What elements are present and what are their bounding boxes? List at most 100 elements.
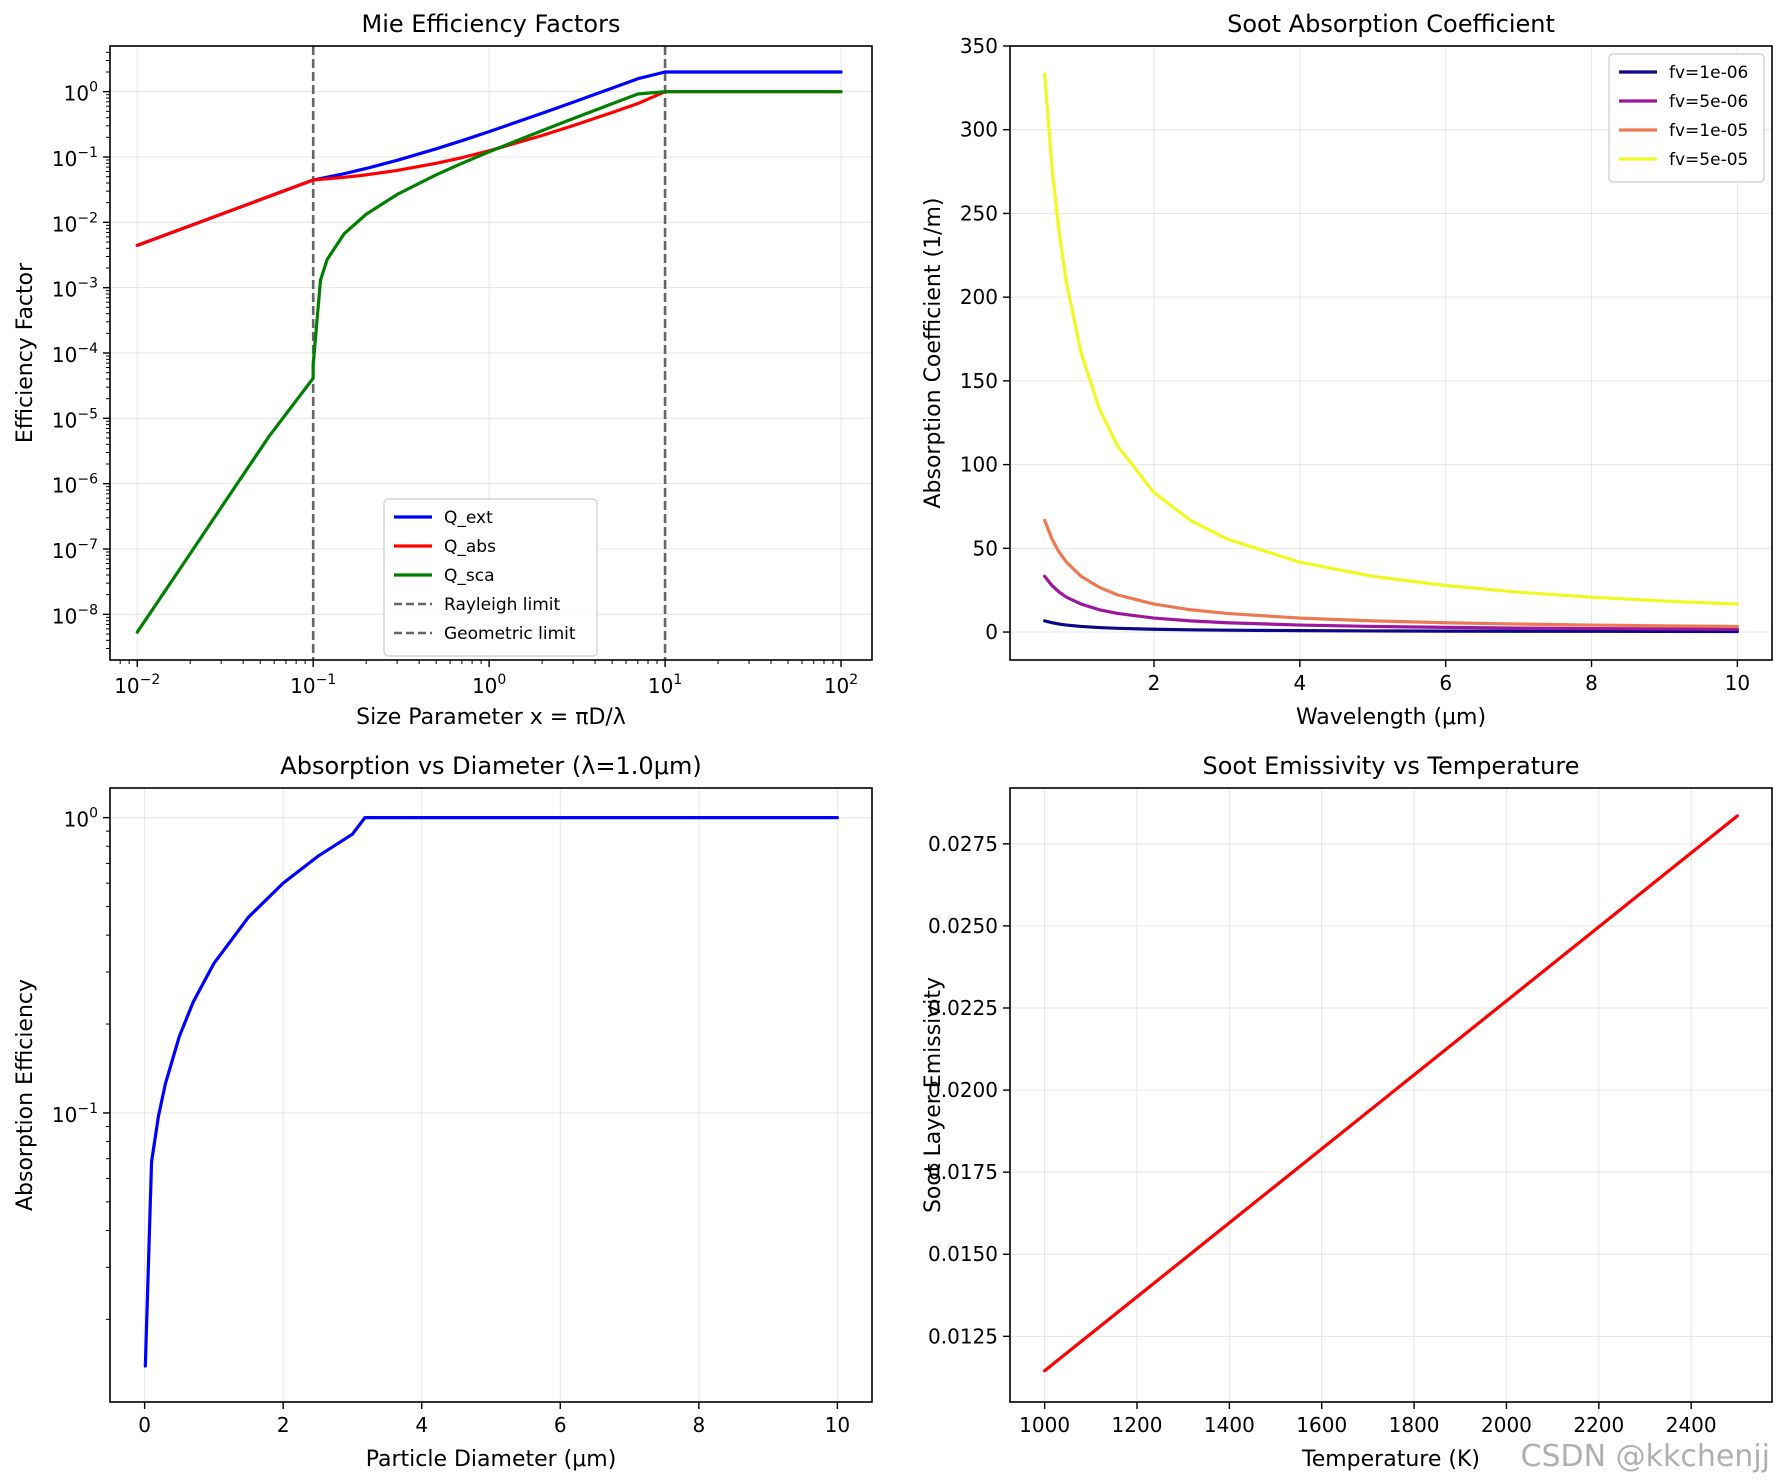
- tick-label-x: 2000: [1481, 1413, 1532, 1437]
- chart-title: Absorption vs Diameter (λ=1.0μm): [280, 752, 701, 780]
- tick-label-y: 0.0125: [928, 1324, 998, 1348]
- tick-label-x: 0: [138, 1413, 151, 1437]
- tick-label-y: 350: [960, 34, 998, 58]
- tick-label-x: 10−1: [290, 672, 336, 698]
- series-group: [1043, 814, 1739, 1373]
- tick-label-y: 0.0150: [928, 1242, 998, 1266]
- tick-label-y: 0.0275: [928, 832, 998, 856]
- tick-label-x: 10−2: [114, 672, 160, 698]
- tick-label-y-exp: −6: [77, 472, 98, 488]
- tick-label-x: 2400: [1666, 1413, 1717, 1437]
- tick-label-y-exp: −2: [77, 210, 98, 226]
- tick-label-x-base: 10: [472, 674, 497, 698]
- tick-label-x-base: 10: [648, 674, 673, 698]
- tick-label-y-exp: −8: [77, 602, 98, 618]
- x-axis-label: Wavelength (μm): [1296, 705, 1486, 730]
- tick-label-x: 6: [1439, 671, 1452, 695]
- x-axis-label: Size Parameter x = πD/λ: [356, 705, 626, 730]
- series-group: [135, 70, 843, 634]
- tick-label-x-exp: −1: [316, 672, 337, 688]
- tick-label-x-base: 10: [290, 674, 315, 698]
- y-axis-label: Absorption Efficiency: [13, 979, 38, 1211]
- legend-label-q-abs: Q_abs: [444, 537, 496, 557]
- legend-label-fv-5e-05: fv=5e-05: [1669, 150, 1748, 170]
- tick-label-x: 101: [648, 672, 682, 698]
- tick-label-y-base: 10: [52, 278, 77, 302]
- tick-label-x: 10: [825, 1413, 850, 1437]
- tick-label-y-exp: −7: [77, 537, 98, 553]
- series-line-emissivity: [1043, 814, 1739, 1373]
- watermark: CSDN @kkchenjj: [1520, 1439, 1770, 1474]
- tick-label-x: 102: [824, 672, 858, 698]
- legend-label-fv-1e-06: fv=1e-06: [1669, 63, 1748, 83]
- tick-label-y-base: 10: [52, 212, 77, 236]
- tick-label-y-exp: 0: [89, 806, 98, 822]
- tick-label-x-exp: 2: [849, 672, 858, 688]
- tick-label-y: 100: [64, 80, 98, 106]
- tick-label-y-base: 10: [52, 408, 77, 432]
- tick-label-y-exp: −4: [77, 341, 98, 357]
- grid: [1010, 788, 1772, 1402]
- tick-label-y-exp: 0: [89, 80, 98, 96]
- tick-label-y: 0.0175: [928, 1160, 998, 1184]
- tick-label-y: 10−6: [52, 472, 98, 498]
- series-group: [143, 816, 839, 1368]
- series-line-fv-5e-05: [1043, 72, 1739, 606]
- tick-label-y-base: 10: [52, 539, 77, 563]
- tick-label-x: 1800: [1389, 1413, 1440, 1437]
- tick-label-y-base: 10: [64, 808, 89, 832]
- y-axis-label: Absorption Coefficient (1/m): [921, 197, 946, 508]
- tick-label-y: 10−4: [52, 341, 98, 367]
- legend-label-rayleigh-limit: Rayleigh limit: [444, 595, 561, 615]
- tick-label-y: 10−1: [52, 1101, 98, 1127]
- tick-label-y-base: 10: [52, 147, 77, 171]
- tick-label-y: 10−2: [52, 210, 98, 236]
- tick-label-y: 150: [960, 369, 998, 393]
- tick-label-y-base: 10: [52, 604, 77, 628]
- tick-label-y: 50: [973, 536, 998, 560]
- legend-label-q-sca: Q_sca: [444, 566, 495, 586]
- tick-label-x: 1400: [1204, 1413, 1255, 1437]
- tick-label-y: 0.0200: [928, 1078, 998, 1102]
- tick-label-y: 200: [960, 285, 998, 309]
- tick-label-x: 100: [472, 672, 506, 698]
- series-line-fv-1e-06: [1043, 619, 1739, 634]
- tick-label-x: 1200: [1112, 1413, 1163, 1437]
- tick-label-y-exp: −1: [77, 1101, 98, 1117]
- legend-label-fv-5e-06: fv=5e-06: [1669, 92, 1748, 112]
- legend-label-geometric-limit: Geometric limit: [444, 624, 576, 644]
- tick-label-x: 2: [277, 1413, 290, 1437]
- grid: [110, 788, 872, 1402]
- chart-1: 10−2 10−1 100 101 10210−810−710−610−510−410−…: [13, 10, 873, 730]
- tick-label-x: 4: [1293, 671, 1306, 695]
- tick-label-y-base: 10: [64, 82, 89, 106]
- tick-label-y: 100: [64, 806, 98, 832]
- series-line-q-ext: [135, 70, 843, 247]
- tick-label-y-exp: −1: [77, 145, 98, 161]
- tick-label-y-exp: −5: [77, 406, 98, 422]
- chart-title: Soot Absorption Coefficient: [1227, 10, 1555, 38]
- tick-label-y-base: 10: [52, 474, 77, 498]
- legend-label-q-ext: Q_ext: [444, 508, 493, 528]
- tick-label-x: 2200: [1573, 1413, 1624, 1437]
- tick-label-y: 10−8: [52, 602, 98, 628]
- axes-frame: [109, 787, 873, 1403]
- axes-frame: [1009, 45, 1773, 661]
- series-line-fv-1e-05: [1043, 518, 1739, 629]
- tick-label-y: 250: [960, 201, 998, 225]
- tick-label-x: 1000: [1019, 1413, 1070, 1437]
- tick-label-x-base: 10: [114, 674, 139, 698]
- tick-label-x-exp: −2: [140, 672, 161, 688]
- tick-label-y: 10−7: [52, 537, 98, 563]
- tick-label-y: 100: [960, 453, 998, 477]
- chart-4: 1000 1200 1400 1600 1800 2000 2200 2400 0.0125 0.…: [921, 752, 1773, 1472]
- tick-label-x-base: 10: [824, 674, 849, 698]
- tick-label-y: 10−3: [52, 276, 98, 302]
- series-line-fv-5e-06: [1043, 574, 1739, 631]
- legend-box: [383, 498, 598, 657]
- tick-label-y-exp: −3: [77, 276, 98, 292]
- series-group: [1043, 72, 1739, 634]
- tick-label-x: 8: [1585, 671, 1598, 695]
